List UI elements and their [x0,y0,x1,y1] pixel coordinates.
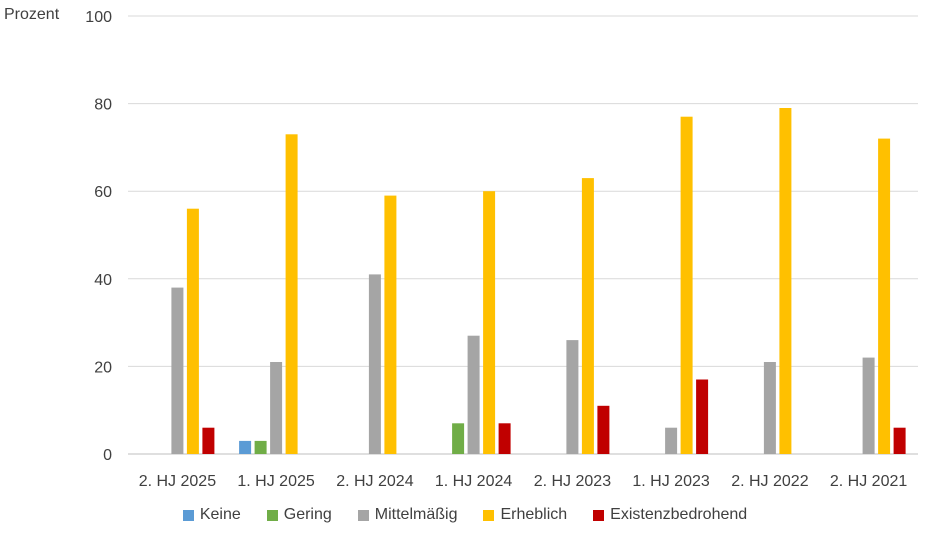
x-tick-label: 1. HJ 2023 [632,473,709,490]
legend-label: Keine [199,506,241,523]
legend-label: Gering [283,506,332,523]
bar [171,287,184,454]
bar [467,335,480,454]
bar [483,191,496,454]
legend-swatch [266,509,278,521]
bar [763,362,776,454]
legend-swatch [357,509,369,521]
bar [270,362,283,454]
y-tick-label: 80 [94,97,112,114]
x-tick-label: 2. HJ 2023 [534,473,611,490]
legend: Keine Gering Mittelmäßig Erheblich Existenzb… [0,506,930,524]
bar [581,178,594,454]
bar [862,357,875,454]
y-axis-title: Prozent [4,6,60,23]
bar [696,379,709,454]
bar [597,405,610,454]
y-tick-label: 40 [94,272,112,289]
bar [254,440,267,454]
legend-item: Gering [266,506,332,524]
bar [368,274,381,454]
bar [779,108,792,454]
y-axis-ticks: 0 20 40 60 80 100 [85,9,112,464]
legend-label: Mittelmäßig [374,506,458,523]
bar [680,116,693,454]
y-tick-label: 100 [85,9,112,26]
bars [171,108,906,455]
legend-item: Existenzbedrohend [593,506,747,524]
y-tick-label: 60 [94,184,112,201]
legend-swatch [182,509,194,521]
bar [566,340,579,454]
legend-label: Existenzbedrohend [610,506,748,523]
bar [239,440,252,454]
legend-item: Erheblich [483,506,567,524]
legend-swatch [593,509,605,521]
bar [665,427,678,454]
y-tick-label: 20 [94,359,112,376]
legend-swatch [483,509,495,521]
bar [452,423,465,454]
bar [893,427,906,454]
legend-item: Mittelmäßig [357,506,458,524]
x-tick-label: 2. HJ 2021 [830,473,907,490]
grid-lines [128,15,918,455]
bar [202,427,215,454]
bar [384,195,397,454]
x-tick-label: 2. HJ 2022 [731,473,808,490]
legend-item: Keine [182,506,241,524]
x-tick-label: 2. HJ 2025 [139,473,216,490]
x-tick-label: 1. HJ 2024 [435,473,512,490]
legend-label: Erheblich [500,506,568,523]
x-tick-label: 1. HJ 2025 [237,473,314,490]
x-axis-ticks: 2. HJ 2025 1. HJ 2025 2. HJ 2024 1. HJ 2024… [139,473,908,490]
y-tick-label: 0 [103,447,112,464]
bar [878,138,891,454]
bar [186,208,199,454]
x-tick-label: 2. HJ 2024 [336,473,413,490]
bar [285,134,298,455]
bar [498,423,511,454]
